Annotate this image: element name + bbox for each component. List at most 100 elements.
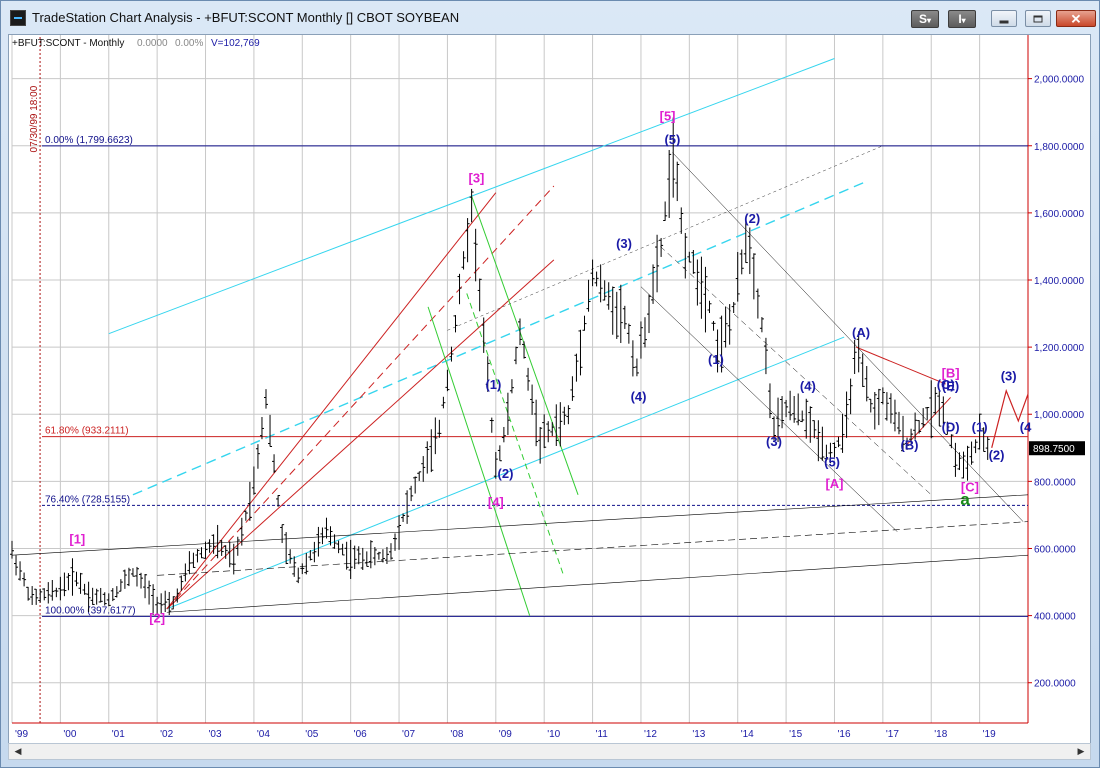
wave-label: (A) bbox=[852, 325, 870, 340]
window-title: TradeStation Chart Analysis - +BFUT:SCON… bbox=[32, 10, 460, 25]
y-tick-label: 1,400.0000 bbox=[1034, 276, 1084, 287]
chart-change-pct-label: 0.00% bbox=[175, 38, 203, 49]
wave-label: (4) bbox=[631, 389, 647, 404]
scroll-right-arrow-icon[interactable]: ▶ bbox=[1077, 746, 1085, 756]
wave-label: (C) bbox=[937, 377, 955, 392]
wave-label: (1) bbox=[972, 420, 988, 435]
trend-line[interactable] bbox=[166, 336, 845, 610]
chart-volume-label: V=102,769 bbox=[211, 38, 260, 49]
wave-label: (3) bbox=[616, 236, 632, 251]
chart-change-label: 0.0000 bbox=[137, 38, 168, 49]
maximize-button[interactable] bbox=[1025, 10, 1051, 27]
x-tick-label: '09 bbox=[499, 729, 512, 740]
x-tick-label: '14 bbox=[741, 729, 754, 740]
wave-label: (2) bbox=[744, 211, 760, 226]
x-tick-label: '11 bbox=[596, 729, 609, 740]
wave-label: (4) bbox=[800, 379, 816, 394]
last-price-label: 898.7500 bbox=[1033, 444, 1075, 455]
trend-line[interactable] bbox=[640, 286, 898, 532]
fib-level-label: 0.00% (1,799.6623) bbox=[45, 135, 133, 146]
cursor-time-label: 07/30/99 18:00 bbox=[29, 85, 40, 152]
scroll-left-arrow-icon[interactable]: ◀ bbox=[14, 746, 22, 756]
trend-line[interactable] bbox=[466, 293, 565, 576]
wave-label: [4] bbox=[488, 495, 504, 510]
wave-label: (3) bbox=[1001, 369, 1017, 384]
wave-label: (E) bbox=[942, 379, 959, 394]
x-tick-label: '18 bbox=[934, 729, 947, 740]
close-button[interactable]: ✕ bbox=[1056, 10, 1096, 27]
wave-label: [3] bbox=[469, 171, 485, 186]
fib-level-label: 100.00% (397.6177) bbox=[45, 605, 136, 616]
x-tick-label: '12 bbox=[644, 729, 657, 740]
y-tick-label: 200.0000 bbox=[1034, 679, 1076, 690]
x-tick-label: '02 bbox=[160, 729, 173, 740]
y-tick-label: 1,000.0000 bbox=[1034, 410, 1084, 421]
style-s-button[interactable]: S▾ bbox=[911, 10, 939, 28]
x-tick-label: '04 bbox=[257, 729, 270, 740]
wave-label: (2) bbox=[989, 448, 1005, 463]
chevron-down-icon: ▾ bbox=[961, 16, 966, 25]
indicator-i-button[interactable]: I▾ bbox=[948, 10, 976, 28]
price-chart[interactable]: '99 '00 '01 '02 '03 '04 '05 '06 '07 '08 '09 '10 '11 '… bbox=[9, 35, 1090, 743]
projection-path[interactable] bbox=[991, 388, 1029, 448]
wave-label: [A] bbox=[825, 476, 843, 491]
x-tick-label: '15 bbox=[789, 729, 802, 740]
y-tick-label: 600.0000 bbox=[1034, 544, 1076, 555]
trend-line[interactable] bbox=[447, 145, 883, 331]
trend-line[interactable] bbox=[166, 554, 1029, 613]
wave-label: [B] bbox=[942, 365, 960, 380]
x-tick-label: '17 bbox=[886, 729, 899, 740]
trend-line[interactable] bbox=[11, 494, 1029, 556]
last-price-tag bbox=[1029, 441, 1085, 456]
x-tick-label: '08 bbox=[450, 729, 463, 740]
wave-label: (D) bbox=[942, 420, 960, 435]
wave-label: (5) bbox=[664, 132, 680, 147]
tradestation-app-icon bbox=[10, 10, 26, 26]
title-bar[interactable]: TradeStation Chart Analysis - +BFUT:SCON… bbox=[1, 1, 1099, 35]
wave-label: (3) bbox=[766, 434, 782, 449]
trend-line[interactable] bbox=[427, 306, 531, 616]
fib-level-label: 61.80% (933.2111) bbox=[45, 426, 129, 437]
wave-label: (B) bbox=[900, 437, 918, 452]
wave-label: (1) bbox=[708, 352, 724, 367]
minimize-button[interactable] bbox=[991, 10, 1017, 27]
x-tick-label: '05 bbox=[305, 729, 318, 740]
indicator-i-label: I bbox=[958, 12, 962, 26]
x-tick-label: '99 bbox=[15, 729, 28, 740]
maximize-icon bbox=[1033, 15, 1043, 22]
trend-line[interactable] bbox=[471, 195, 579, 495]
x-tick-label: '19 bbox=[983, 729, 996, 740]
wave-label: (4 bbox=[1020, 420, 1032, 435]
x-tick-label: '16 bbox=[837, 729, 850, 740]
wave-label: [1] bbox=[69, 531, 85, 546]
x-tick-label: '06 bbox=[354, 729, 367, 740]
wave-label: (2) bbox=[498, 466, 514, 481]
y-tick-label: 1,800.0000 bbox=[1034, 142, 1084, 153]
chart-area[interactable]: '99 '00 '01 '02 '03 '04 '05 '06 '07 '08 '09 '10 '11 '… bbox=[8, 34, 1091, 744]
minimize-icon bbox=[999, 20, 1009, 23]
y-tick-label: 1,200.0000 bbox=[1034, 343, 1084, 354]
trend-line[interactable] bbox=[132, 182, 864, 496]
trend-line[interactable] bbox=[166, 192, 497, 610]
close-icon: ✕ bbox=[1070, 11, 1082, 26]
wave-label: a bbox=[960, 490, 970, 509]
wave-label: [C] bbox=[961, 479, 979, 494]
x-tick-label: '01 bbox=[112, 729, 125, 740]
y-tick-label: 2,000.0000 bbox=[1034, 75, 1084, 86]
x-tick-label: '07 bbox=[402, 729, 415, 740]
chevron-down-icon: ▾ bbox=[927, 16, 932, 25]
trend-line[interactable] bbox=[672, 152, 1024, 522]
style-s-label: S bbox=[918, 12, 927, 26]
y-tick-label: 800.0000 bbox=[1034, 477, 1076, 488]
horizontal-scrollbar[interactable]: ◀ ▶ bbox=[8, 743, 1091, 760]
wave-label: (1) bbox=[485, 377, 501, 392]
y-tick-label: 400.0000 bbox=[1034, 612, 1076, 623]
fib-level-label: 76.40% (728.5155) bbox=[45, 494, 130, 505]
y-tick-label: 1,600.0000 bbox=[1034, 209, 1084, 220]
trend-line[interactable] bbox=[856, 346, 946, 385]
chart-symbol-label: +BFUT:SCONT - Monthly bbox=[12, 38, 124, 49]
wave-label: [5] bbox=[660, 109, 676, 124]
trend-line[interactable] bbox=[166, 259, 555, 610]
trend-line[interactable] bbox=[166, 185, 555, 610]
x-tick-label: '03 bbox=[209, 729, 222, 740]
